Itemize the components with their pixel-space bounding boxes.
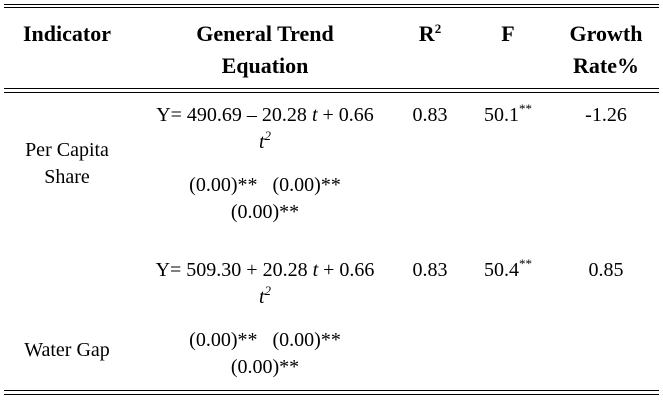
- text-part: 2: [264, 128, 272, 143]
- f-value: 50.4**: [473, 257, 543, 284]
- text-part: R: [418, 21, 435, 46]
- r2: 0.83: [412, 104, 448, 126]
- rule: [4, 394, 659, 395]
- rule: [4, 390, 659, 391]
- text-part: + 0.66: [317, 104, 379, 126]
- text-part: **: [519, 101, 532, 116]
- text-part: General Trend Equation: [196, 21, 340, 78]
- text-part: t: [312, 259, 319, 281]
- indicator: Water Gap: [24, 339, 110, 361]
- indicator: Per Capita Share: [25, 139, 114, 188]
- text-part: **: [519, 256, 532, 271]
- header-cell: Indicator: [0, 18, 137, 50]
- text-part: Indicator: [23, 21, 111, 46]
- rule: [4, 4, 659, 5]
- header-cell: Growth Rate%: [561, 18, 651, 82]
- rule: [4, 88, 659, 89]
- text-part: 50.4: [484, 259, 519, 281]
- growth-rate: 0.85: [588, 259, 624, 281]
- equation: Y= 490.69 – 20.28 t + 0.66 t2: [149, 102, 381, 156]
- text-part: 50.1: [484, 104, 519, 126]
- text-part: Y= 509.30 + 20.28: [155, 259, 313, 281]
- text-part: t: [258, 131, 265, 153]
- text-part: Growth Rate%: [569, 21, 648, 78]
- rule: [4, 7, 659, 8]
- r2: 0.83: [412, 259, 448, 281]
- text-part: t: [258, 286, 265, 308]
- f-value: 50.1**: [473, 102, 543, 129]
- rule: [4, 92, 659, 93]
- significance: (0.00)** (0.00)** (0.00)**: [189, 329, 356, 378]
- text-part: + 0.66: [318, 259, 380, 281]
- text-part: t: [311, 104, 318, 126]
- header-cell: F: [478, 18, 538, 50]
- text-part: Y= 490.69 – 20.28: [156, 104, 312, 126]
- text-part: 2: [264, 283, 272, 298]
- header-cell: R2: [400, 18, 460, 50]
- equation: Y= 509.30 + 20.28 t + 0.66 t2: [149, 257, 381, 311]
- growth-rate: -1.26: [585, 104, 627, 126]
- significance: (0.00)** (0.00)** (0.00)**: [189, 174, 356, 223]
- header-cell: General Trend Equation: [170, 18, 360, 82]
- text-part: 2: [434, 21, 442, 36]
- text-part: F: [501, 21, 515, 46]
